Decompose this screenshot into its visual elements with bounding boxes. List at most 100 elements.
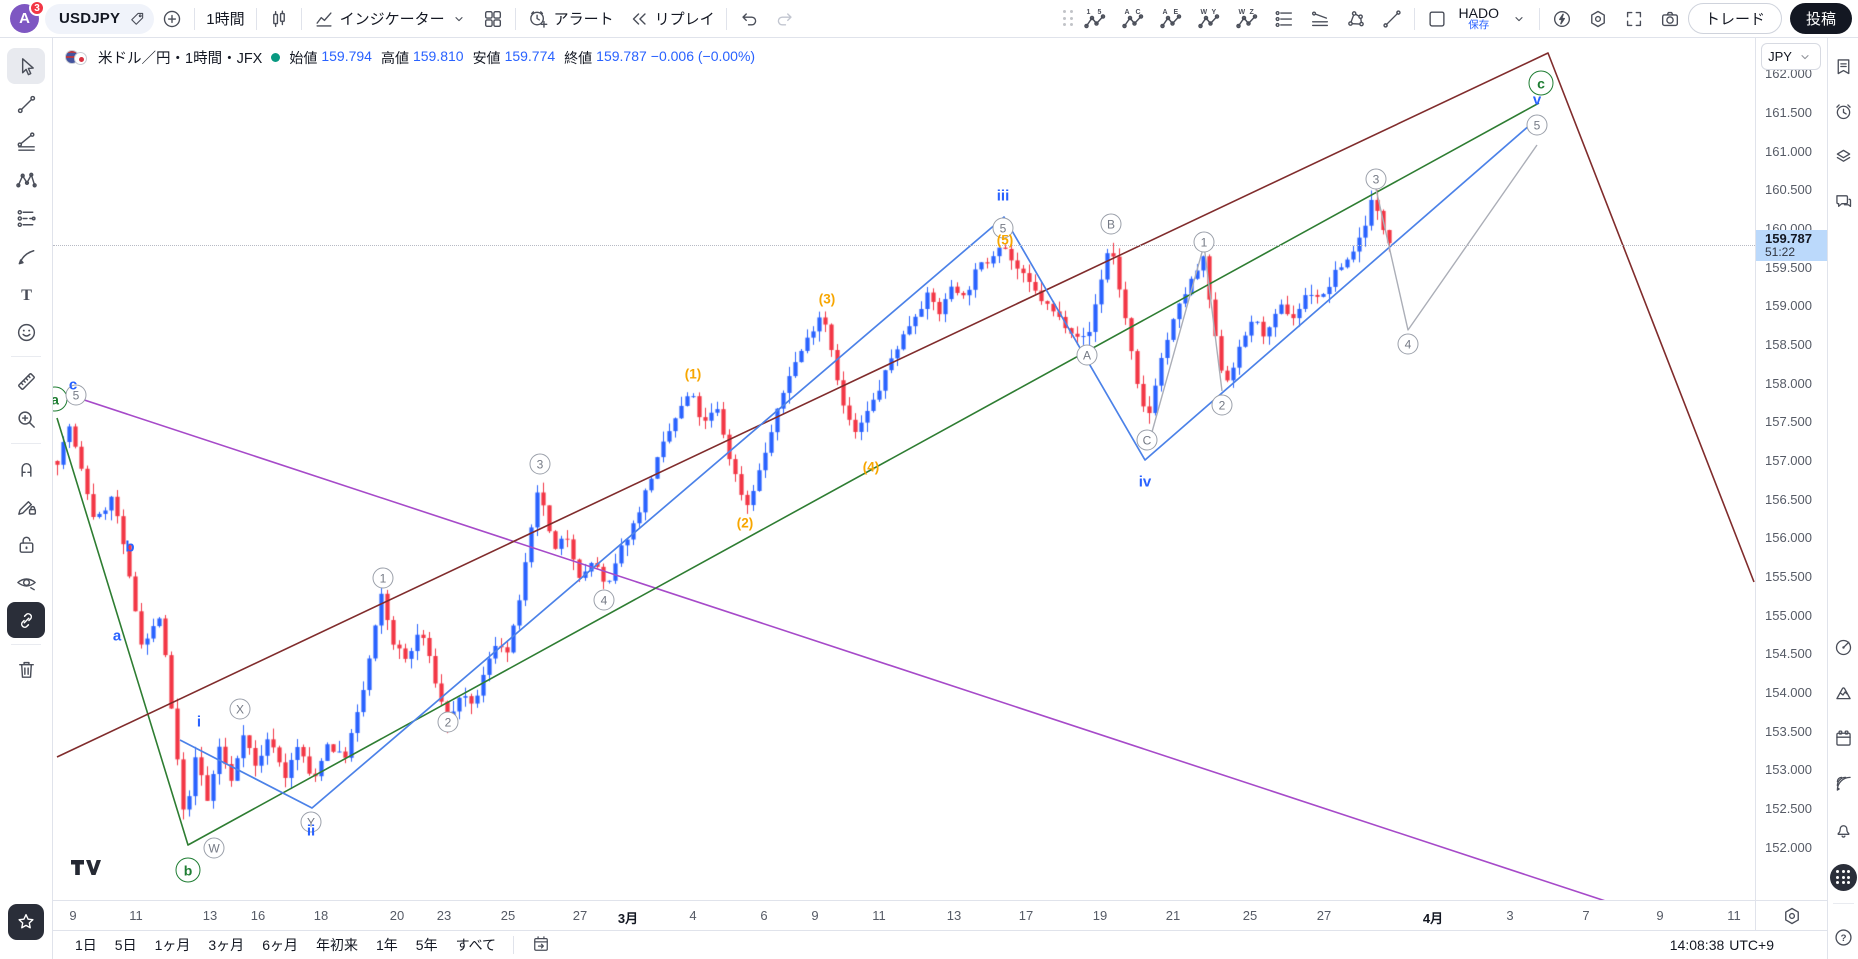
settings-button[interactable]: [1580, 4, 1616, 34]
wave-label-circle-4[interactable]: 4: [1397, 333, 1419, 355]
redo-button[interactable]: [767, 4, 803, 34]
range-button-年初来[interactable]: 年初来: [315, 937, 358, 953]
wave-label-circle-B[interactable]: B: [1100, 213, 1122, 235]
indicators-button[interactable]: インジケーター: [306, 4, 475, 34]
wave-label-i[interactable]: i: [196, 713, 202, 731]
symbol-search-button[interactable]: USDJPY: [45, 3, 155, 34]
wave-label-c[interactable]: c: [68, 376, 78, 394]
ruler-button[interactable]: [7, 363, 45, 399]
wave-label-(5)[interactable]: (5): [996, 232, 1014, 248]
apps-grid-button[interactable]: [1830, 864, 1857, 891]
fib-retracement-button[interactable]: [7, 124, 45, 160]
purple-trendline[interactable]: [56, 390, 1648, 900]
fullscreen-button[interactable]: [1616, 4, 1652, 34]
zoom-in-button[interactable]: [7, 401, 45, 437]
range-button-すべて[interactable]: すべて: [455, 937, 497, 953]
wave-label-circle-2[interactable]: 2: [1211, 394, 1233, 416]
disjoint-channel-icon[interactable]: [1302, 4, 1338, 34]
help-button[interactable]: ?: [1830, 924, 1857, 951]
avatar[interactable]: A 3: [10, 0, 45, 33]
publish-button[interactable]: 投稿: [1789, 3, 1852, 34]
alerts-clock-button[interactable]: [1830, 98, 1857, 125]
gray-projection-2[interactable]: [1373, 144, 1538, 331]
wave-label-circle-3[interactable]: 3: [1365, 168, 1387, 190]
drawing-lock-button[interactable]: [7, 488, 45, 524]
wave-label-(2)[interactable]: (2): [736, 515, 754, 531]
wave-label-green-b[interactable]: b: [175, 857, 201, 883]
green-trendline[interactable]: [56, 102, 1540, 846]
save-label[interactable]: 保存: [1468, 19, 1490, 32]
wave-label-circle-C[interactable]: C: [1136, 429, 1158, 451]
layout-menu-button[interactable]: [1503, 4, 1535, 34]
drag-handle-icon[interactable]: [1062, 8, 1076, 30]
range-button-6ヶ月[interactable]: 6ヶ月: [262, 937, 298, 953]
wave-label-circle-W[interactable]: W: [203, 837, 225, 859]
sync-link-button[interactable]: [7, 602, 45, 638]
horizontal-lines-icon[interactable]: [1266, 4, 1302, 34]
xabcd-pattern-button[interactable]: [7, 162, 45, 198]
text-tool-button[interactable]: T: [7, 276, 45, 312]
go-to-date-button[interactable]: [522, 932, 560, 959]
wave-label-circle-1[interactable]: 1: [372, 567, 394, 589]
wave-label-circle-5[interactable]: 5: [992, 217, 1014, 239]
price-axis[interactable]: 162.000 161.500 161.000 160.500 160.000 159.5…: [1755, 38, 1828, 930]
indicator-templates-button[interactable]: [475, 4, 511, 34]
hide-drawings-eye-button[interactable]: [7, 564, 45, 600]
wave-label-iii[interactable]: iii: [996, 187, 1010, 205]
chat-button[interactable]: [1830, 188, 1857, 215]
undo-button[interactable]: [731, 4, 767, 34]
range-button-1日[interactable]: 1日: [75, 937, 97, 953]
wave-label-(1)[interactable]: (1): [684, 366, 702, 382]
ideas-button[interactable]: [1830, 679, 1857, 706]
emoji-button[interactable]: [7, 314, 45, 350]
magnet-button[interactable]: [7, 450, 45, 486]
wave-label-ii[interactable]: ii: [306, 822, 316, 840]
wave-label-circle-5[interactable]: 5: [1526, 114, 1548, 136]
range-button-5日[interactable]: 5日: [114, 937, 137, 953]
layout-name-button[interactable]: HADO 保存: [1455, 5, 1503, 32]
tradingview-logo[interactable]: [71, 860, 101, 883]
wave-label-(3)[interactable]: (3): [818, 291, 836, 307]
brush-button[interactable]: [7, 238, 45, 274]
lock-button[interactable]: [7, 526, 45, 562]
calendar-button[interactable]: [1830, 725, 1857, 752]
wave-label-circle-X[interactable]: X: [229, 698, 251, 720]
chart-pane[interactable]: a b c 5 X W Y 1 2 3 4 5 A B C 1 2 3 4 5 c b a i ii iii iv v (1) (2) (3…: [53, 38, 1755, 900]
range-button-5年[interactable]: 5年: [415, 937, 438, 953]
chart-title[interactable]: 米ドル／円・1時間・JFX: [98, 51, 263, 67]
wave-label-a[interactable]: a: [112, 627, 122, 645]
maroon-channel-line[interactable]: [56, 52, 1755, 758]
gray-projection-1[interactable]: [1146, 244, 1223, 451]
trend-line-tool-icon[interactable]: [1374, 4, 1410, 34]
cursor-button[interactable]: [7, 48, 45, 84]
clock[interactable]: 14:08:38 UTC+9: [1670, 937, 1774, 953]
wave-label-circle-A[interactable]: A: [1076, 344, 1098, 366]
time-axis[interactable]: 9 11 13 16 18 20 23 25 27 3月 4 6 9 11 13 17 19 21 25 27 4月 3 7…: [53, 900, 1755, 930]
snapshot-button[interactable]: [1652, 4, 1688, 34]
layout-button[interactable]: [1419, 4, 1455, 34]
interval-button[interactable]: 1時間: [206, 11, 245, 28]
wave-label-circle-3[interactable]: 3: [529, 453, 551, 475]
screener-radar-button[interactable]: [1830, 634, 1857, 661]
alert-button[interactable]: アラート: [520, 4, 621, 34]
market-status-dot[interactable]: [271, 53, 281, 62]
compare-add-button[interactable]: [154, 4, 190, 34]
wave-label-circle-4[interactable]: 4: [593, 589, 615, 611]
range-button-3ヶ月[interactable]: 3ヶ月: [208, 937, 245, 953]
wave-label-v[interactable]: v: [1532, 91, 1542, 109]
trend-line-button[interactable]: [7, 86, 45, 122]
blue-wave-zigzag[interactable]: [179, 123, 1532, 809]
wave-label-circle-Y[interactable]: Y: [300, 811, 322, 833]
notifications-bell-button[interactable]: [1830, 816, 1857, 843]
watchlist-button[interactable]: [1830, 53, 1857, 80]
wave-label-green-c[interactable]: c: [1528, 70, 1554, 96]
trade-button[interactable]: トレード: [1687, 3, 1782, 34]
axis-settings-button[interactable]: [1756, 900, 1828, 930]
news-feed-button[interactable]: [1830, 770, 1857, 797]
wave-label-circle-1[interactable]: 1: [1193, 231, 1215, 253]
range-button-1ヶ月[interactable]: 1ヶ月: [154, 937, 191, 953]
pattern-network-icon[interactable]: [1338, 4, 1374, 34]
